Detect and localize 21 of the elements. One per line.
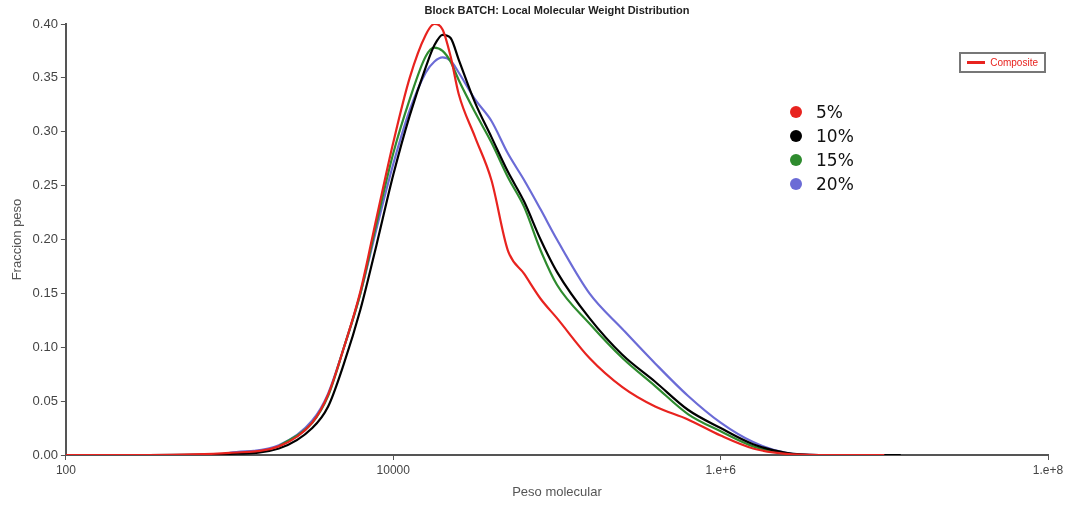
y-tick-label: 0.30 xyxy=(32,123,58,139)
annotation: Composite xyxy=(990,57,1038,68)
legend-label: 15% xyxy=(815,149,854,172)
y-tick-label: 0.10 xyxy=(32,338,58,354)
y-tick-label: 0.00 xyxy=(32,446,58,462)
y-tick-label: 0.40 xyxy=(32,15,58,31)
legend-label: 20% xyxy=(815,173,854,196)
legend-label: 5% xyxy=(815,101,844,124)
x-tick-label: 100 xyxy=(55,462,77,477)
y-tick-label: 0.20 xyxy=(32,231,58,247)
y-tick-label: 0.25 xyxy=(32,177,58,193)
chart-title: Block BATCH: Local Molecular Weight Distribution xyxy=(424,4,690,16)
y-tick-label: 0.05 xyxy=(32,392,58,408)
x-axis-title: Peso molecular xyxy=(512,483,603,499)
legend-label: 10% xyxy=(815,125,854,148)
y-axis-title: Fraccion peso xyxy=(9,198,25,281)
x-tick-label: 1.e+6 xyxy=(705,462,737,477)
x-tick-label: 1.e+8 xyxy=(1032,462,1064,477)
y-tick-label: 0.35 xyxy=(32,69,58,85)
x-tick-label: 10000 xyxy=(376,462,411,477)
y-tick-label: 0.15 xyxy=(32,284,58,300)
